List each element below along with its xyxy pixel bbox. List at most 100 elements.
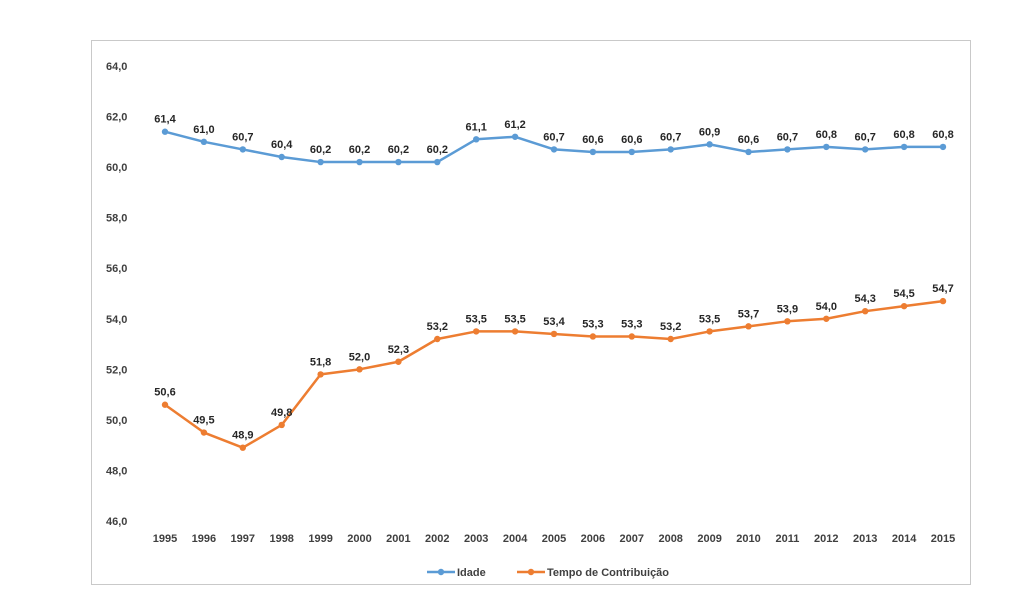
x-tick-label: 2015 (931, 533, 955, 545)
data-point (395, 158, 402, 166)
data-point (473, 136, 480, 143)
data-label: 60,7 (232, 131, 253, 143)
y-tick-label: 52,0 (106, 364, 127, 376)
data-label: 60,2 (427, 144, 448, 156)
y-tick-label: 62,0 (106, 112, 127, 124)
data-point (511, 328, 519, 335)
data-point (628, 148, 635, 156)
data-label: 60,7 (777, 131, 798, 143)
data-label: 60,4 (271, 139, 293, 151)
data-point (862, 146, 869, 153)
x-tick-label: 2005 (542, 533, 566, 545)
data-label: 53,9 (777, 303, 798, 315)
legend-marker (527, 568, 535, 576)
legend-marker (437, 568, 445, 576)
data-point (784, 146, 791, 153)
data-point (745, 323, 752, 330)
data-point (356, 366, 363, 373)
data-point (745, 148, 752, 156)
x-tick-label: 1997 (231, 533, 255, 545)
data-point (550, 146, 558, 153)
legend-item: Idade (427, 567, 486, 579)
x-tick-label: 1999 (308, 533, 332, 545)
data-label: 54,7 (932, 283, 953, 295)
data-point (706, 328, 713, 335)
data-point (667, 335, 674, 343)
data-label: 60,7 (543, 131, 564, 143)
x-axis: 1995 1996 1997 1998 1999 2000 2001 2002 2003 2004… (153, 533, 955, 545)
x-tick-label: 2013 (853, 533, 877, 545)
data-point (317, 371, 324, 378)
data-point (239, 444, 246, 451)
x-tick-label: 2007 (620, 533, 644, 545)
data-label: 53,4 (543, 316, 565, 328)
x-tick-label: 2006 (581, 533, 605, 545)
data-label: 53,5 (465, 313, 486, 325)
x-tick-label: 2010 (736, 533, 760, 545)
data-label: 52,3 (388, 344, 409, 356)
data-label: 54,3 (854, 293, 875, 305)
data-label: 49,8 (271, 407, 292, 419)
data-point (706, 141, 713, 148)
data-label: 60,8 (932, 129, 953, 141)
data-point (589, 148, 597, 156)
data-point (278, 153, 285, 161)
data-label: 50,6 (154, 387, 175, 399)
data-label: 60,8 (893, 129, 914, 141)
x-tick-label: 1995 (153, 533, 177, 545)
data-label: 60,6 (621, 134, 642, 146)
data-label: 61,2 (504, 119, 525, 131)
data-label: 61,0 (193, 124, 214, 136)
data-point (434, 335, 441, 343)
data-label: 53,3 (582, 318, 603, 330)
y-tick-label: 48,0 (106, 465, 127, 477)
data-point (900, 302, 908, 310)
y-tick-label: 58,0 (106, 213, 127, 225)
data-label: 53,5 (504, 313, 525, 325)
data-label: 60,7 (660, 131, 681, 143)
y-tick-label: 64,0 (106, 61, 127, 73)
y-axis: 46,0 48,0 50,0 52,0 54,0 56,0 58,0 60,0 62,0 64,0 (106, 61, 127, 528)
y-tick-label: 54,0 (106, 314, 127, 326)
data-point (939, 297, 947, 305)
data-point (395, 358, 402, 365)
x-tick-label: 2000 (347, 533, 371, 545)
data-label: 60,8 (816, 129, 837, 141)
data-point (511, 133, 519, 140)
data-label: 61,1 (465, 121, 486, 133)
x-tick-label: 1998 (269, 533, 293, 545)
x-tick-label: 2003 (464, 533, 488, 545)
x-tick-label: 2014 (892, 533, 917, 545)
chart-frame: 46,0 48,0 50,0 52,0 54,0 56,0 58,0 60,0 62,0 64,0… (91, 40, 971, 585)
data-point (550, 330, 558, 338)
series-tempo-de-contribuicao: 50,6 49,5 48,9 49,8 51,8 52,0 52,3 53,2 53,5 53,5… (154, 283, 954, 451)
data-point (823, 315, 830, 322)
legend: Idade Tempo de Contribuição (427, 567, 669, 579)
data-point (317, 158, 324, 166)
data-label: 54,0 (816, 301, 837, 313)
data-label: 60,6 (738, 134, 759, 146)
line-chart: 46,0 48,0 50,0 52,0 54,0 56,0 58,0 60,0 62,0 64,0… (106, 61, 955, 579)
x-tick-label: 2001 (386, 533, 410, 545)
x-tick-label: 2009 (697, 533, 721, 545)
data-label: 53,2 (660, 321, 681, 333)
data-label: 60,2 (388, 144, 409, 156)
legend-label: Tempo de Contribuição (547, 567, 669, 579)
series-layer: 61,4 61,0 60,7 60,4 60,2 60,2 60,2 60,2 61,1 61,2… (154, 114, 954, 451)
data-point (356, 158, 363, 166)
data-label: 53,7 (738, 308, 759, 320)
x-tick-label: 2004 (503, 533, 528, 545)
data-point (589, 333, 597, 340)
data-label: 53,3 (621, 318, 642, 330)
data-label: 54,5 (893, 288, 914, 300)
data-point (434, 158, 441, 166)
data-label: 53,2 (427, 321, 448, 333)
data-label: 60,9 (699, 126, 720, 138)
data-point (862, 307, 869, 315)
data-point (200, 138, 208, 146)
series-idade: 61,4 61,0 60,7 60,4 60,2 60,2 60,2 60,2 61,1 61,2… (154, 114, 954, 166)
data-label: 60,7 (854, 131, 875, 143)
data-label: 51,8 (310, 356, 331, 368)
legend-label: Idade (457, 567, 486, 579)
data-label: 60,2 (349, 144, 370, 156)
